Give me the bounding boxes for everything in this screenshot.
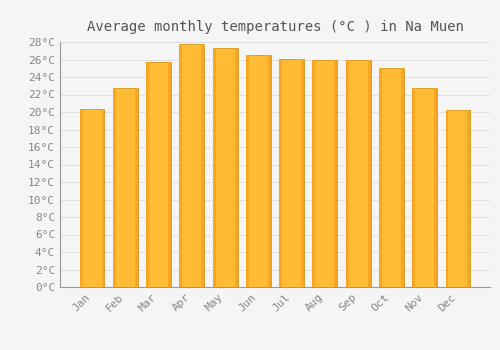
Bar bbox=[246, 55, 249, 287]
Bar bbox=[168, 62, 171, 287]
Title: Average monthly temperatures (°C ) in Na Muen: Average monthly temperatures (°C ) in Na… bbox=[86, 20, 464, 34]
Bar bbox=[146, 62, 149, 287]
Bar bbox=[446, 110, 470, 287]
Bar bbox=[312, 60, 338, 287]
Bar bbox=[346, 60, 370, 287]
Bar bbox=[368, 60, 370, 287]
Bar bbox=[268, 55, 271, 287]
Bar bbox=[234, 48, 238, 287]
Bar bbox=[246, 55, 271, 287]
Bar bbox=[334, 60, 338, 287]
Bar bbox=[102, 109, 104, 287]
Bar bbox=[202, 44, 204, 287]
Bar bbox=[180, 44, 182, 287]
Bar bbox=[212, 48, 238, 287]
Bar bbox=[346, 60, 348, 287]
Bar bbox=[412, 88, 437, 287]
Bar bbox=[279, 58, 282, 287]
Bar bbox=[279, 58, 304, 287]
Bar bbox=[80, 109, 82, 287]
Bar bbox=[135, 88, 138, 287]
Bar bbox=[446, 110, 448, 287]
Bar bbox=[312, 60, 316, 287]
Bar bbox=[434, 88, 437, 287]
Bar bbox=[379, 68, 404, 287]
Bar bbox=[468, 110, 470, 287]
Bar bbox=[301, 58, 304, 287]
Bar bbox=[412, 88, 415, 287]
Bar bbox=[180, 44, 204, 287]
Bar bbox=[212, 48, 216, 287]
Bar bbox=[113, 88, 138, 287]
Bar bbox=[146, 62, 171, 287]
Bar bbox=[379, 68, 382, 287]
Bar bbox=[80, 109, 104, 287]
Bar bbox=[113, 88, 116, 287]
Bar bbox=[401, 68, 404, 287]
